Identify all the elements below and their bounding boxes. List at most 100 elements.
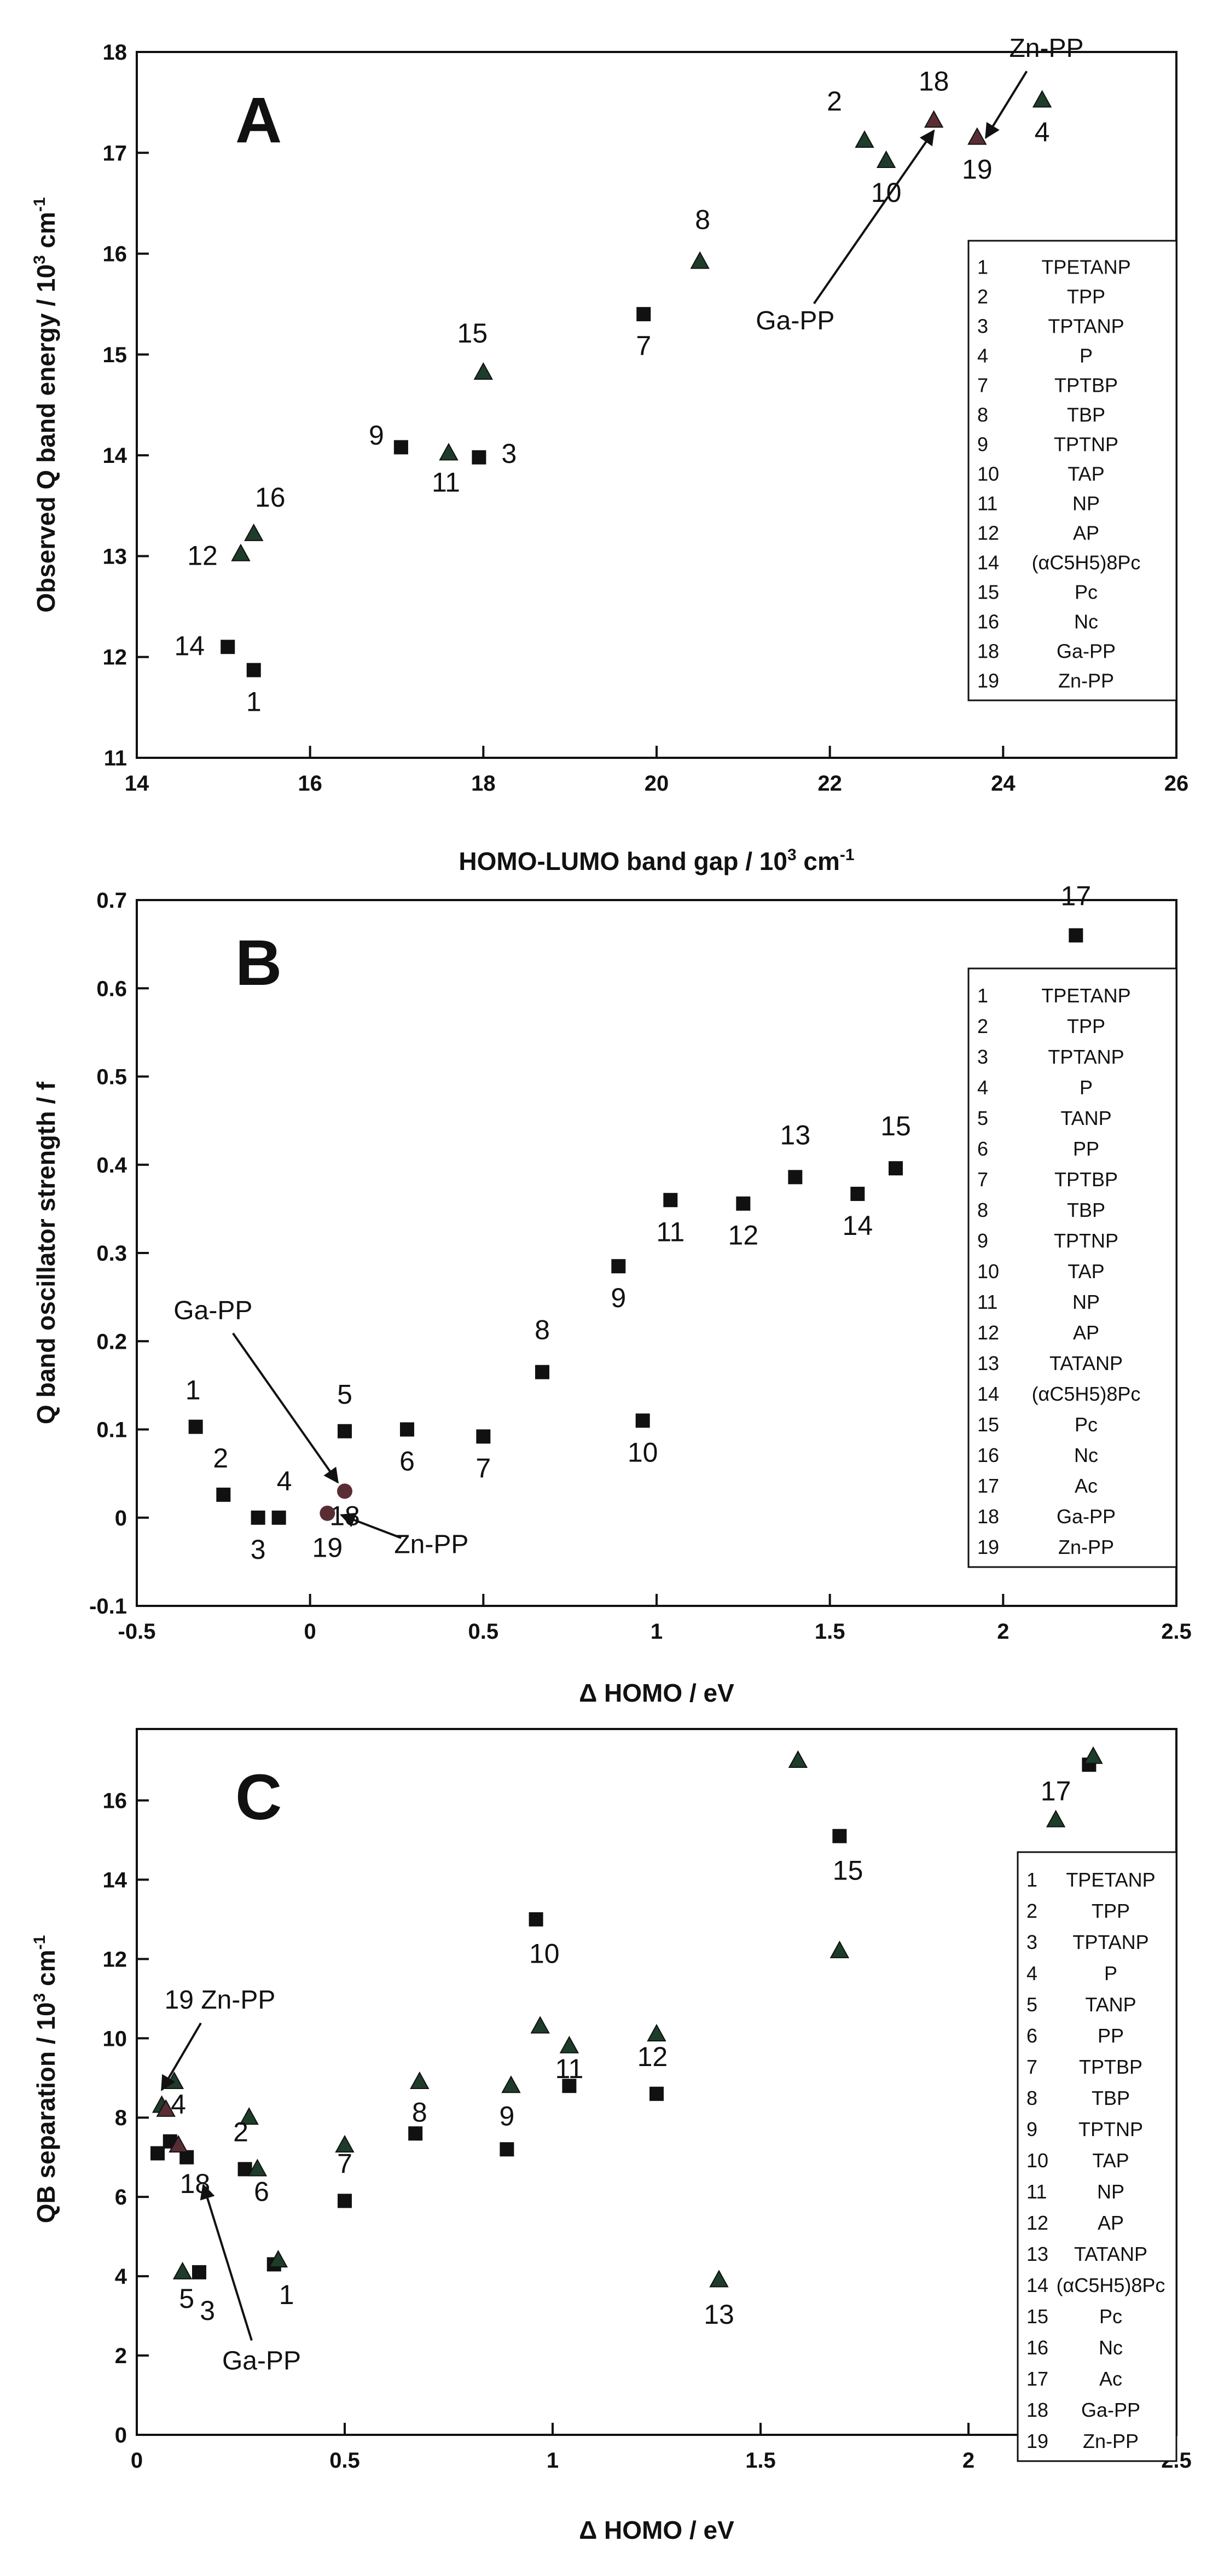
panel-a-point-2	[855, 130, 874, 148]
panel-a-legend-num: 12	[977, 522, 999, 544]
panel-b-point-label-14: 14	[843, 1210, 873, 1241]
panel-c-point	[335, 2134, 355, 2153]
panel-b-point-label-11: 11	[656, 1216, 684, 1247]
panel-b-point-label-1: 1	[185, 1375, 201, 1406]
panel-c-point	[338, 2194, 352, 2208]
panel-c-point-label-5: 5	[179, 2283, 194, 2314]
panel-a-ytick-label: 11	[104, 746, 127, 770]
panel-a-legend-num: 18	[977, 640, 999, 663]
panel-b-point-3	[251, 1510, 265, 1525]
panel-c-point-label-9: 9	[499, 2101, 514, 2132]
panel-a-annotation: Ga-PP	[756, 306, 834, 335]
panel-c-ytick-label: 2	[115, 2344, 127, 2368]
panel-c-legend-num: 15	[1026, 2305, 1048, 2328]
panel-c-legend-num: 11	[1026, 2180, 1047, 2203]
panel-b-legend-num: 3	[977, 1046, 988, 1068]
panel-a-legend-num: 15	[977, 581, 999, 604]
panel-c-legend-num: 7	[1026, 2056, 1037, 2078]
panel-c-legend-name: TBP	[1092, 2087, 1130, 2109]
panel-a-legend-box	[967, 240, 1177, 701]
panel-c-point	[179, 2150, 194, 2165]
panel-a-point-label-16: 16	[255, 482, 286, 513]
panel-a-legend-name: AP	[1073, 522, 1099, 544]
panel-c-legend-name: Ga-PP	[1081, 2399, 1140, 2421]
panel-c-legend-num: 2	[1026, 1900, 1037, 1922]
panel-b-legend-num: 14	[977, 1383, 999, 1405]
panel-c-point-label-17: 17	[1041, 1776, 1071, 1806]
panel-c-point-label-15: 15	[833, 1855, 863, 1885]
panel-c-legend-name: TAP	[1092, 2149, 1129, 2172]
panel-a-point-label-1: 1	[246, 687, 262, 717]
panel-b-point-7	[476, 1429, 491, 1444]
panel-a-ytick-label: 18	[103, 40, 127, 65]
panel-c-legend-name: TPTBP	[1079, 2056, 1142, 2078]
panel-c-point-label-4: 4	[171, 2089, 186, 2120]
panel-b-point-10	[635, 1413, 650, 1428]
panel-b-point-9	[611, 1259, 626, 1274]
panel-a-point-16	[244, 523, 264, 541]
panel-b-point-label-15: 15	[880, 1111, 911, 1141]
panel-b-xtick-label: 0	[304, 1620, 316, 1644]
panel-b-legend-num: 9	[977, 1229, 988, 1252]
panel-c-ytick-label: 4	[115, 2265, 127, 2289]
panel-c-legend-num: 8	[1026, 2087, 1037, 2109]
panel-a-point-label-12: 12	[187, 541, 218, 571]
panel-c-point	[169, 2134, 188, 2153]
panel-b-legend-name: Zn-PP	[1058, 1536, 1114, 1558]
panel-a-point-14	[221, 640, 235, 654]
panel-c-point-label-6: 6	[254, 2176, 269, 2207]
panel-c-point	[192, 2265, 206, 2279]
panel-b-legend-name: TPTANP	[1048, 1046, 1124, 1068]
panel-c: C Δ HOMO / eV QB separation / 103 cm-1 0…	[31, 1728, 1192, 2544]
panel-a-point-19	[967, 127, 987, 145]
panel-c-legend-name: TPETANP	[1066, 1869, 1155, 1891]
panel-a-ytick-label: 14	[103, 444, 127, 468]
panel-b-legend-name: TPP	[1067, 1015, 1105, 1037]
panel-a-annotation-arrow	[984, 71, 1028, 140]
panel-b-ytick-label: 0.2	[96, 1330, 127, 1354]
panel-c-legend-num: 12	[1026, 2212, 1048, 2234]
panel-c-annotation-arrow	[160, 2022, 202, 2091]
panel-b-xtick-label: 0.5	[468, 1620, 499, 1644]
panel-a-point-label-2: 2	[827, 86, 842, 117]
panel-c-point-label-2: 2	[233, 2117, 248, 2148]
panel-c-legend-name: PP	[1098, 2024, 1124, 2047]
panel-a-legend-num: 7	[977, 374, 988, 397]
panel-a: A HOMO-LUMO band gap / 103 cm-1 Observed…	[31, 34, 1188, 875]
panel-a-xtick-label: 20	[645, 771, 669, 796]
panel-b-legend-num: 7	[977, 1168, 988, 1191]
panel-b-legend-num: 8	[977, 1199, 988, 1221]
panel-c-ytick-label: 0	[115, 2423, 127, 2447]
panel-a-legend-num: 4	[977, 345, 988, 367]
panel-a-legend-num: 8	[977, 404, 988, 426]
panel-b-legend-num: 13	[977, 1352, 999, 1374]
panel-c-point	[647, 2023, 666, 2042]
panel-c-legend-num: 19	[1026, 2430, 1048, 2452]
panel-c-ylabel: QB separation / 103 cm-1	[31, 1935, 60, 2224]
panel-b-point-label-6: 6	[399, 1446, 415, 1477]
panel-c-annotation: Ga-PP	[222, 2346, 301, 2375]
panel-a-legend-name: TPP	[1067, 286, 1105, 308]
panel-b-point-label-4: 4	[277, 1466, 292, 1496]
panel-a-legend-name: TAP	[1068, 463, 1104, 485]
panel-a-legend-name: TPTBP	[1054, 374, 1118, 397]
panel-a-legend-name: Nc	[1074, 611, 1098, 633]
panel-a-legend-name: TPTNP	[1054, 433, 1118, 456]
panel-c-point	[247, 2159, 268, 2177]
panel-c-legend-num: 10	[1026, 2149, 1048, 2172]
panel-b-legend-name: TBP	[1067, 1199, 1105, 1221]
panel-a-point-label-19: 19	[962, 154, 993, 185]
panel-b-point-label-3: 3	[251, 1534, 266, 1565]
panel-b-letter: B	[235, 927, 282, 999]
panel-a-legend-name: TPETANP	[1041, 256, 1130, 279]
panel-c-legend-name: NP	[1097, 2180, 1124, 2203]
panel-b-ytick-label: 0.5	[96, 1065, 127, 1089]
panel-c-point	[150, 2146, 165, 2161]
panel-c-legend-num: 3	[1026, 1931, 1037, 1953]
panel-c-point-label-13: 13	[704, 2299, 734, 2330]
panel-b-point-label-9: 9	[611, 1283, 626, 1313]
panel-c-point	[562, 2079, 577, 2093]
panel-c-ytick-label: 12	[103, 1947, 127, 1971]
panel-c-legend-name: AP	[1098, 2212, 1124, 2234]
panel-c-legend-num: 4	[1026, 1962, 1037, 1985]
